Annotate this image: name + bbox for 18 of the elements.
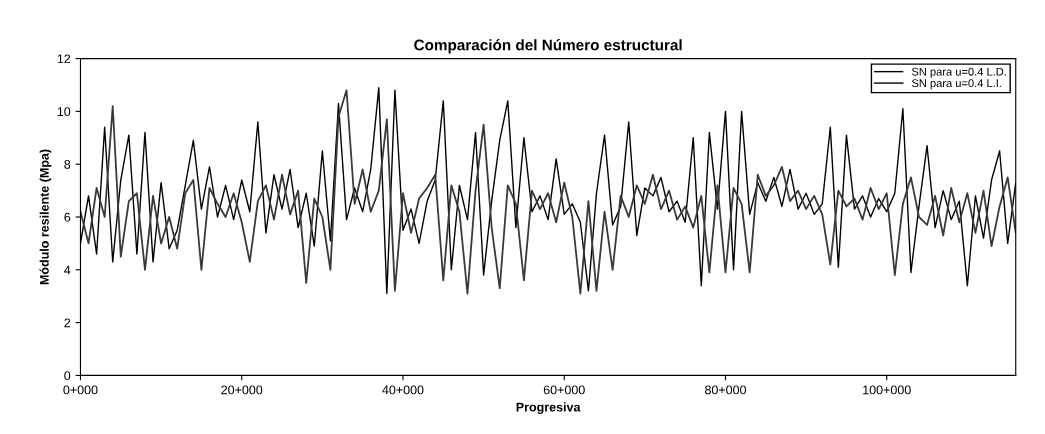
x-tick-label: 20+000 — [221, 385, 263, 395]
y-tick-label: 0 — [64, 371, 71, 381]
x-tick-label: 100+000 — [863, 385, 911, 395]
x-axis-title: Progresiva — [516, 402, 581, 415]
y-tick-label: 2 — [64, 318, 71, 328]
y-tick-label: 12 — [57, 54, 71, 64]
y-axis-title: Módulo resilente (Mpa) — [39, 149, 52, 285]
legend-label: SN para u=0.4 L.I. — [911, 79, 1001, 90]
y-tick-label: 4 — [64, 265, 71, 275]
y-tick-label: 10 — [57, 107, 71, 117]
chart-title: Comparación del Número estructural — [414, 39, 682, 54]
x-tick-label: 40+000 — [382, 385, 424, 395]
y-tick-label: 8 — [64, 160, 71, 169]
x-tick-label: 0+000 — [63, 385, 98, 395]
x-tick-label: 60+000 — [543, 385, 585, 395]
y-tick-label: 6 — [64, 212, 71, 222]
legend-label: SN para u=0.4 L.D. — [911, 67, 1006, 78]
x-tick-label: 80+000 — [705, 385, 747, 395]
